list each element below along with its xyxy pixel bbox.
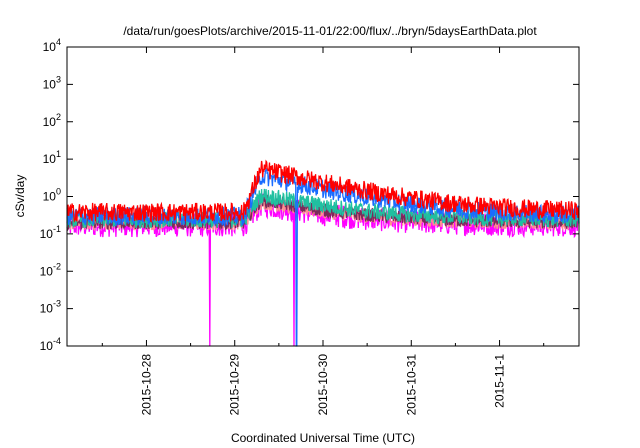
y-tick-label: 101 bbox=[43, 149, 61, 166]
series-line bbox=[66, 168, 580, 347]
x-axis-label: Coordinated Universal Time (UTC) bbox=[231, 431, 415, 445]
y-axis: 10-4 10-3 10-2 10-1 100 101 102 103 104 bbox=[40, 37, 579, 353]
y-tick-label: 10-3 bbox=[40, 299, 61, 316]
y-axis-label: cSv/day bbox=[13, 175, 27, 218]
series-layer bbox=[66, 159, 580, 347]
x-tick-label: 2015-10-30 bbox=[316, 354, 330, 416]
chart-title: /data/run/goesPlots/archive/2015-11-01/2… bbox=[123, 24, 537, 38]
x-tick-label: 2015-11-1 bbox=[493, 354, 507, 408]
y-tick-label: 10-2 bbox=[40, 261, 61, 278]
x-tick-label: 2015-10-28 bbox=[139, 354, 153, 416]
series-line bbox=[66, 159, 580, 223]
x-tick-label: 2015-10-29 bbox=[228, 354, 242, 416]
y-tick-label: 100 bbox=[43, 187, 61, 204]
y-tick-label: 104 bbox=[43, 37, 61, 54]
y-tick-label: 10-4 bbox=[40, 336, 61, 353]
y-tick-label: 10-1 bbox=[40, 224, 61, 241]
x-tick-label: 2015-10-31 bbox=[404, 354, 418, 416]
y-tick-label: 102 bbox=[43, 112, 61, 129]
y-tick-label: 103 bbox=[43, 74, 61, 91]
x-axis: 2015-10-28 2015-10-29 2015-10-30 2015-10-31… bbox=[101, 47, 545, 416]
